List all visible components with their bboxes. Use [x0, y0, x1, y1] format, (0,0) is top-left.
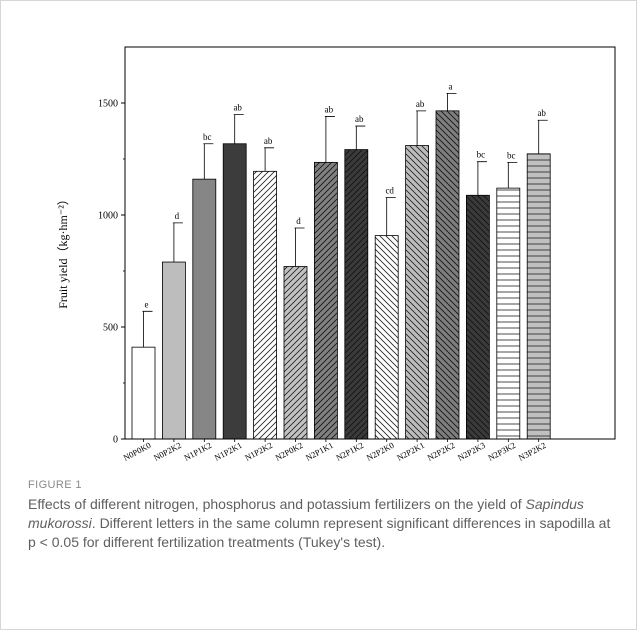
significance-label: d [296, 216, 301, 226]
axes-layer [121, 46, 616, 442]
bar-n2p1k1 [313, 161, 338, 440]
x-tick-label: N1P2K1 [213, 440, 244, 463]
x-tick-label: N2P2K1 [395, 440, 426, 463]
error-bar-n0p0k0 [142, 310, 153, 348]
y-axis-label: Fruit yield（kg·hm⁻²） [56, 193, 70, 309]
significance-label: a [449, 81, 453, 91]
significance-label: cd [385, 186, 394, 196]
bars-layer [131, 92, 551, 440]
x-tick-label: N2P2K2 [425, 440, 456, 463]
significance-label: ab [264, 136, 273, 146]
x-tick-label: N0P0K0 [121, 440, 152, 463]
bar-n2p1k2 [344, 149, 369, 440]
caption-text: Effects of different nitrogen, phosphoru… [28, 495, 618, 552]
error-bar-n2p1k1 [324, 116, 335, 163]
figure-caption: FIGURE 1 Effects of different nitrogen, … [28, 479, 618, 552]
error-bar-n0p2k2 [172, 222, 183, 263]
error-bar-n3p2k2 [537, 119, 548, 154]
significance-label: ab [537, 108, 546, 118]
bar-chart: e N0P0K0 d N0P2K2 bc N1P1K2 ab N1P2K1 ab N1P2K2 d N… [56, 46, 616, 463]
plot-frame [124, 46, 616, 440]
significance-label: ab [325, 104, 334, 114]
x-tick-label: N2P3K2 [486, 440, 517, 463]
significance-label: d [175, 211, 180, 221]
bar-n1p1k2 [192, 178, 217, 440]
significance-label: ab [355, 114, 364, 124]
y-tick-label: 500 [103, 323, 118, 334]
bar-n2p2k0 [374, 235, 399, 440]
y-tick-label: 0 [113, 435, 118, 446]
caption-before: Effects of different nitrogen, phosphoru… [28, 496, 526, 512]
error-bar-n2p2k3 [476, 161, 487, 196]
significance-label: bc [477, 150, 486, 160]
significance-label: e [145, 299, 149, 309]
error-bar-n1p2k2 [264, 147, 275, 172]
x-tick-label: N2P2K0 [365, 440, 396, 463]
figure-label: FIGURE 1 [28, 479, 82, 491]
caption-species: Sapindus mukorossi [28, 496, 584, 531]
bar-n1p2k1 [222, 143, 247, 440]
error-bar-n1p2k1 [233, 114, 244, 144]
bar-n2p0k2 [283, 266, 308, 440]
x-tick-label: N2P2K3 [456, 440, 487, 463]
bar-n2p3k2 [496, 187, 521, 440]
error-bar-n2p1k2 [355, 125, 366, 150]
bar-n3p2k2 [526, 153, 551, 440]
significance-label: bc [203, 132, 212, 142]
caption-after: . Different letters in the same column r… [28, 515, 611, 550]
x-tick-label: N1P1K2 [182, 440, 213, 463]
bar-n0p0k0 [131, 346, 156, 440]
error-bar-n2p2k0 [385, 197, 396, 236]
x-tick-label: N1P2K2 [243, 440, 274, 463]
y-tick-label: 1500 [98, 99, 118, 110]
error-bar-n2p2k2 [446, 92, 457, 111]
bar-n2p2k1 [405, 145, 430, 440]
error-bar-n2p3k2 [507, 161, 518, 189]
bar-n0p2k2 [161, 261, 186, 440]
significance-label: ab [416, 99, 425, 109]
y-tick-label: 1000 [98, 211, 118, 222]
bar-n1p2k2 [253, 170, 278, 440]
error-bar-n1p1k2 [203, 143, 214, 180]
x-tick-label: N3P2K2 [517, 440, 548, 463]
x-tick-label: N2P1K2 [334, 440, 365, 463]
x-tick-label: N0P2K2 [152, 440, 183, 463]
bar-n2p2k2 [435, 110, 460, 440]
error-bar-n2p0k2 [294, 227, 305, 267]
significance-label: ab [233, 103, 242, 113]
x-tick-label: N2P1K1 [304, 440, 335, 463]
bar-n2p2k3 [465, 194, 490, 440]
error-bar-n2p2k1 [416, 110, 427, 146]
x-tick-label: N2P0K2 [273, 440, 304, 463]
significance-label: bc [507, 150, 516, 160]
